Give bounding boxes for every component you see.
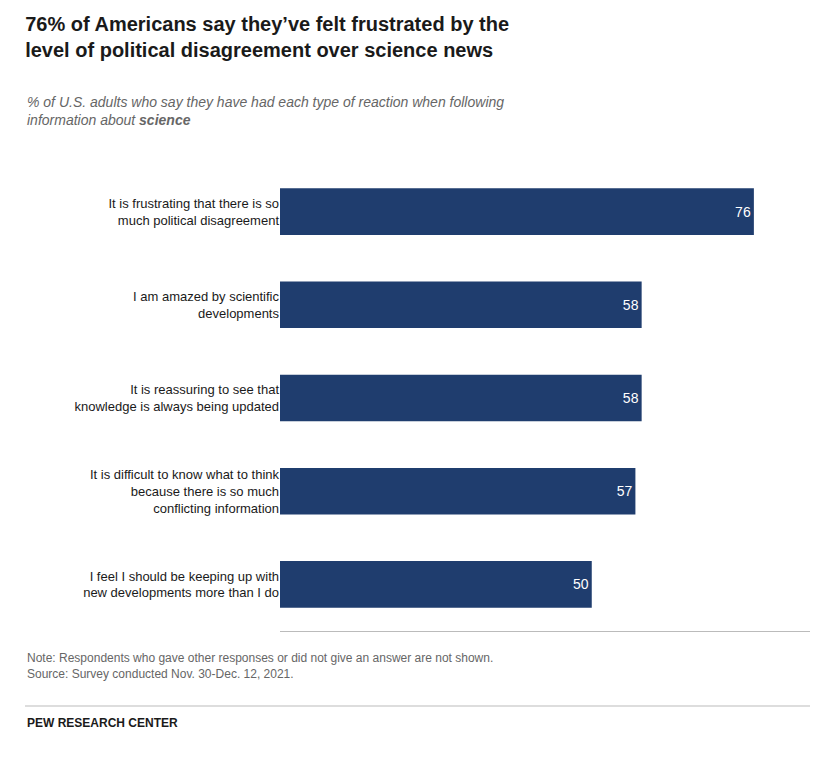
svg-text:Note: Respondents who gave oth: Note: Respondents who gave other respons…: [27, 651, 493, 681]
svg-text:I feel I should be keeping up: I feel I should be keeping up withnew de…: [83, 569, 279, 601]
svg-text:% of U.S. adults who say they: % of U.S. adults who say they have had e…: [27, 94, 504, 128]
svg-text:58: 58: [623, 297, 639, 313]
svg-text:76: 76: [735, 204, 751, 220]
svg-text:76% of Americans say they’ve f: 76% of Americans say they’ve felt frustr…: [25, 13, 509, 61]
svg-text:50: 50: [573, 576, 589, 592]
svg-text:It is reassuring to see thatkn: It is reassuring to see thatknowledge is…: [74, 382, 279, 414]
svg-text:PEW RESEARCH CENTER: PEW RESEARCH CENTER: [27, 716, 178, 730]
svg-text:It is frustrating that there i: It is frustrating that there is somuch p…: [108, 196, 279, 228]
svg-text:It is difficult to know what t: It is difficult to know what to thinkbec…: [90, 467, 280, 516]
svg-text:I am amazed by scientificdevel: I am amazed by scientificdevelopments: [133, 289, 279, 321]
svg-text:58: 58: [623, 390, 639, 406]
svg-text:57: 57: [617, 483, 633, 499]
